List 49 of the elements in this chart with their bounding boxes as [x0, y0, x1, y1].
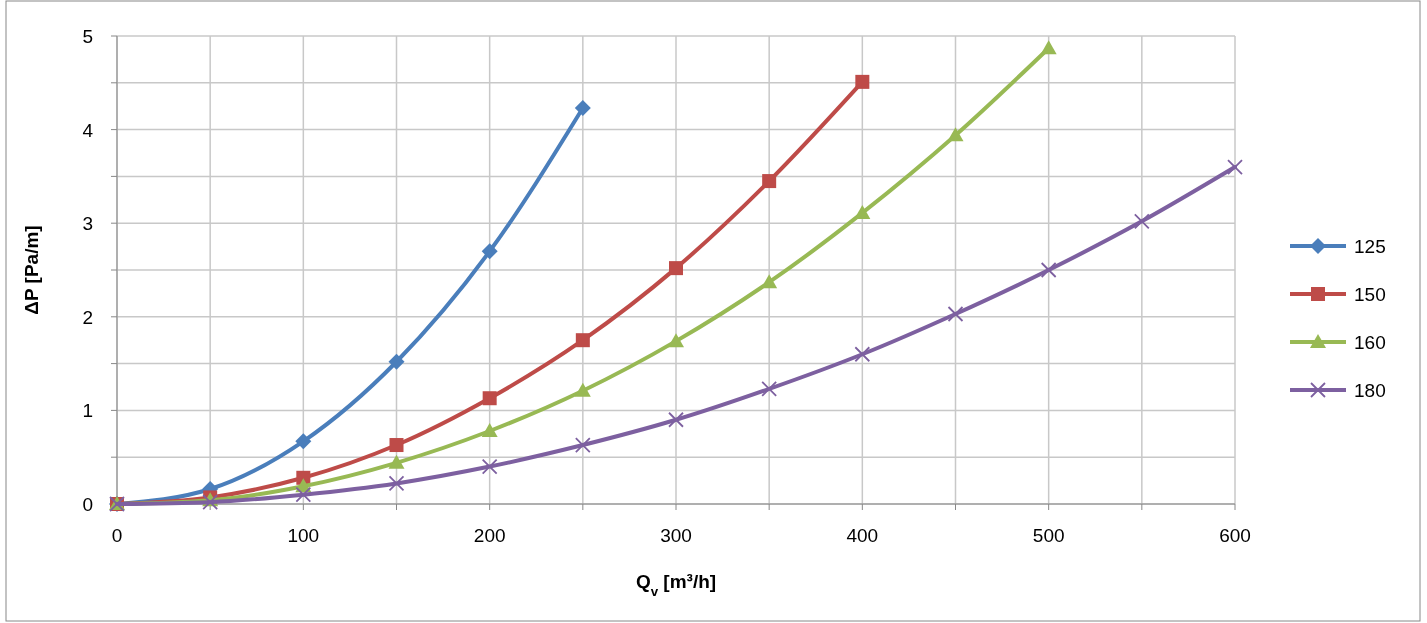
y-tick-label: 4	[82, 119, 94, 141]
point	[1040, 40, 1057, 55]
point	[574, 100, 591, 117]
legend-label: 160	[1354, 332, 1386, 353]
point	[1040, 262, 1057, 278]
point	[1227, 159, 1243, 175]
point	[295, 486, 312, 503]
point	[761, 274, 778, 289]
x-tick-label: 300	[660, 525, 692, 546]
point	[1133, 213, 1150, 230]
point	[202, 494, 219, 511]
y-tick-label: 0	[82, 494, 93, 515]
y-tick-label: 2	[82, 306, 93, 328]
legend-label: 125	[1354, 236, 1386, 257]
y-tick-label: 1	[82, 400, 93, 422]
legend-label: 180	[1354, 380, 1386, 401]
y-axis-title: ΔP [Pa/m]	[21, 225, 42, 315]
point	[574, 437, 591, 453]
point	[668, 333, 684, 348]
point	[482, 391, 497, 406]
point	[855, 74, 870, 89]
x-axis-title: Q$_{v}$ [m³/h]	[635, 571, 717, 599]
point	[947, 306, 964, 322]
point	[574, 382, 591, 397]
point	[854, 204, 871, 219]
x-tick-label: 200	[473, 525, 506, 546]
point	[575, 333, 590, 348]
point	[389, 438, 404, 453]
point	[388, 475, 405, 492]
point	[669, 261, 683, 276]
x-tick-label: 100	[287, 525, 320, 546]
point	[388, 454, 405, 469]
legend-label: 150	[1354, 284, 1386, 305]
y-tick-label: 5	[82, 26, 93, 47]
point	[947, 127, 964, 142]
y-tick-label: 3	[82, 213, 93, 235]
point	[762, 174, 777, 189]
point	[761, 380, 778, 397]
point	[481, 422, 498, 437]
x-tick-label: 600	[1219, 525, 1251, 546]
point	[388, 353, 405, 370]
point	[295, 433, 312, 450]
point	[668, 411, 684, 428]
x-tick-label: 400	[846, 525, 879, 546]
point	[481, 458, 498, 475]
point	[481, 243, 498, 260]
x-tick-label: 500	[1032, 525, 1065, 546]
point	[854, 346, 871, 363]
x-tick-label: 0	[111, 525, 123, 546]
